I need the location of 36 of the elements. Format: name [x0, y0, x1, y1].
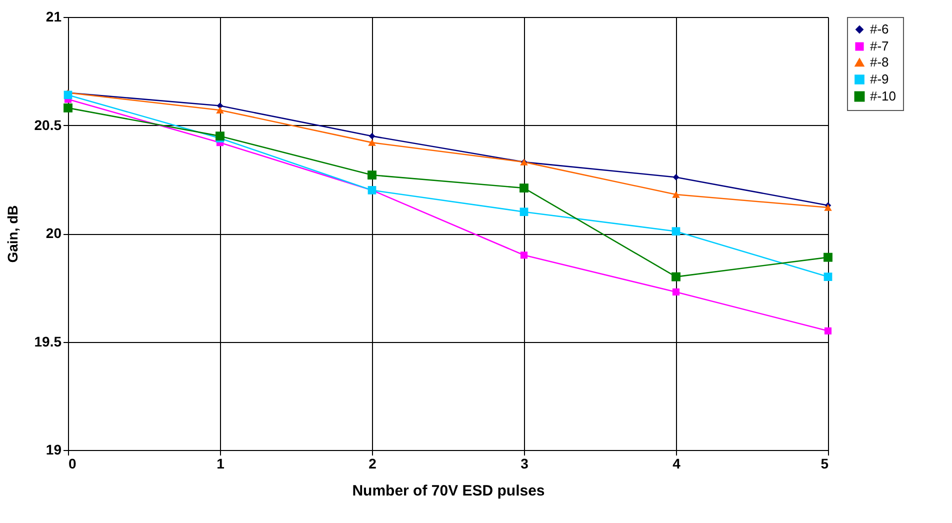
point [672, 288, 680, 296]
y-tick-label: 19 [46, 442, 62, 458]
point [368, 132, 376, 140]
point [64, 103, 72, 112]
point [672, 272, 680, 282]
point [520, 208, 528, 216]
x-tick-label: 4 [672, 456, 681, 472]
x-tick-label: 1 [216, 456, 225, 472]
point [368, 170, 376, 180]
point [216, 106, 224, 114]
point [520, 252, 528, 259]
y-tick-label: 19.5 [34, 333, 62, 350]
legend-label: #-7 [870, 38, 889, 54]
point [672, 174, 680, 180]
point [216, 132, 224, 141]
x-tick-label: 3 [520, 456, 529, 472]
point [64, 90, 72, 100]
legend-label: #-10 [870, 88, 896, 104]
legend-label: #-6 [870, 22, 889, 36]
x-tick-label: 0 [68, 456, 76, 472]
legend-label: #-9 [870, 72, 889, 86]
point [824, 272, 832, 281]
y-tick-label: 20 [46, 225, 62, 241]
point [824, 327, 832, 334]
x-tick-label: 5 [820, 456, 829, 472]
point [672, 191, 680, 198]
x-tick-label: 2 [368, 456, 377, 472]
y-tick-label: 21 [46, 8, 62, 24]
point [672, 227, 680, 236]
y-tick-label: 20.5 [34, 116, 62, 133]
point [520, 184, 528, 193]
point [368, 139, 376, 146]
legend-label: #-8 [870, 54, 889, 70]
x-axis-title: Number of 70V ESD pulses [352, 482, 545, 500]
point [824, 252, 832, 262]
y-axis-title: Gain, dB [4, 205, 20, 263]
